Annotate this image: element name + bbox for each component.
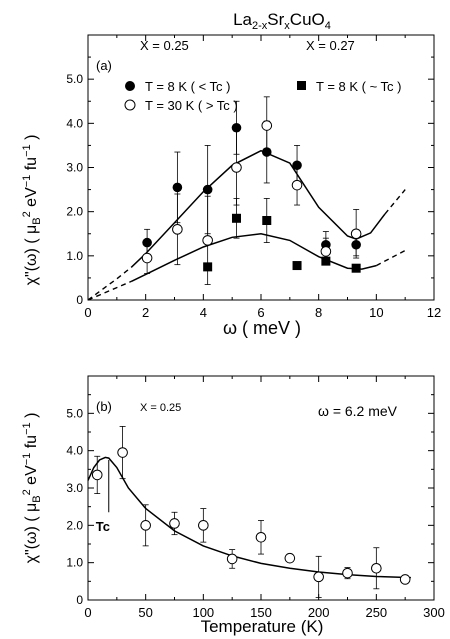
y-tick-label-b: 0 [76,593,83,607]
data-point-filled-circle [172,182,183,193]
legend-marker-filled-circle [125,81,135,91]
fit-curve-dashed-a-0 [87,266,132,301]
data-point-open-circle [371,562,382,574]
data-point-open-circle [172,224,183,235]
tc-label: Tc [96,519,110,534]
data-point-open-circle [255,531,267,543]
legend-a: T = 8 K ( < Tc ) T = 30 K ( > Tc ) T = 8… [124,79,402,113]
data-point-open-circle [350,228,362,240]
data-point-open-circle [91,469,103,481]
tc-marker: Tc [96,460,110,534]
data-point-open-circle [291,179,303,191]
x-tick-label-a: 0 [84,305,91,320]
data-point-open-circle [226,553,238,565]
y-tick-label-a: 5.0 [66,72,83,86]
fit-curve-a-0 [130,149,386,268]
x-tick-label-b: 150 [250,605,272,620]
legend-marker-filled-square [297,81,306,90]
legend-label-8k: T = 8 K ( < Tc ) [145,79,231,94]
legend-label-8k-tc: T = 8 K ( ~ Tc ) [316,79,402,94]
data-point-open-circle [320,246,332,257]
x-tick-label-a: 8 [315,305,322,320]
fit-curve-b-0 [87,456,411,579]
y-tick-label-a: 4.0 [66,116,83,130]
annotation-x025-b: X = 0.25 [140,402,181,414]
y-axis-label-a: χ"(ω) ( μB2 eV−1 fu−1 ) [21,135,43,286]
y-axis-label-b: χ"(ω) ( μB2 eV−1 fu−1 ) [21,413,43,564]
data-point-filled-square [292,261,302,271]
panel-b-label: (b) [96,399,112,414]
data-point-open-circle [117,447,128,458]
x-tick-label-b: 50 [138,605,152,620]
data-point-open-circle [399,574,411,585]
figure-title: La2-xSrxCuO4 [233,10,331,32]
data-point-open-circle [140,520,151,531]
x-tick-label-b: 250 [365,605,387,620]
annotation-omega: ω = 6.2 meV [318,403,398,419]
x-tick-label-a: 6 [257,305,264,320]
y-tick-label-a: 1.0 [66,249,83,263]
data-point-filled-circle [202,184,213,195]
fit-curve-dashed-end-a-0 [384,189,406,215]
y-tick-label-a: 0 [76,293,83,307]
panel-b-fit-curves [87,456,411,579]
data-point-filled-square [321,256,331,266]
panel-a-points [141,96,362,285]
data-point-open-circle [284,552,296,564]
data-point-open-circle [198,520,209,531]
y-tick-label-b: 3.0 [66,481,83,495]
y-tick-label-a: 2.0 [66,205,83,219]
y-tick-label-a: 3.0 [66,161,83,175]
data-point-filled-square [203,262,213,272]
data-point-filled-square [262,216,272,225]
y-tick-label-b: 1.0 [66,556,83,570]
legend-marker-open-circle [124,99,136,111]
panel-a-label: (a) [96,58,112,73]
data-point-open-circle [141,252,153,264]
x-tick-label-b: 200 [308,605,330,620]
panel-b-points [91,425,411,598]
data-point-open-circle [202,235,213,246]
x-axis-label-a: ω ( meV ) [223,318,301,338]
x-axis-label-b: Temperature (K) [201,617,324,636]
data-point-filled-square [351,263,361,273]
x-tick-label-b: 300 [423,605,445,620]
y-tick-label-b: 2.0 [66,518,83,532]
panel-a-frame [87,34,435,301]
annotation-x027: X = 0.27 [306,38,355,53]
fit-curve-dashed-end-a-1 [375,249,406,267]
data-point-open-circle [342,567,353,579]
data-point-open-circle [261,120,273,131]
x-tick-label-a: 10 [369,305,383,320]
data-point-open-circle [231,162,242,173]
panel-b-ticks: 0 50 100 150 200 250 300 0 1.0 2.0 3.0 4.0 5.0 [66,376,445,620]
panel-a-ticks: 0 2 4 6 8 10 12 0 1.0 2.0 3.0 4.0 5.0 [66,35,441,320]
legend-label-30k: T = 30 K ( > Tc ) [145,98,238,113]
fit-curve-dashed-a-1 [87,280,132,301]
annotation-x025-a: X = 0.25 [140,38,189,53]
data-point-open-circle [169,518,180,529]
y-tick-label-b: 5.0 [66,406,83,420]
data-point-open-circle [313,571,324,583]
x-tick-label-b: 0 [84,605,91,620]
panel-a-fit-curves [87,149,406,301]
panel-a: (a) X = 0.25 X = 0.27 T = 8 K ( < Tc ) T… [21,34,441,338]
fit-curve-a-1 [130,233,377,283]
data-point-filled-square [231,213,241,223]
y-tick-label-b: 4.0 [66,444,83,458]
x-tick-label-a: 4 [200,305,207,320]
x-tick-label-b: 100 [192,605,214,620]
x-tick-label-a: 2 [142,305,149,320]
panel-b: (b) X = 0.25 ω = 6.2 meV χ"(ω) ( μB2 eV−… [21,375,445,636]
x-tick-label-a: 12 [427,305,441,320]
